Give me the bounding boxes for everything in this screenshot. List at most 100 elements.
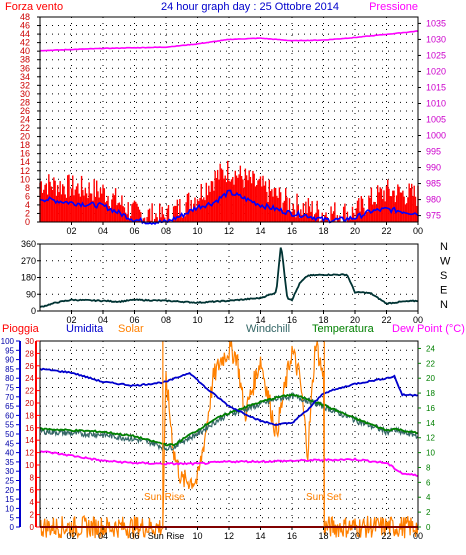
wind-y-tick-label: 2 <box>25 208 30 218</box>
rain-y-tick-label: 10 <box>25 461 34 470</box>
legend-solar: Solar <box>118 323 144 335</box>
sunrise-annotation: Sun Rise <box>144 492 185 503</box>
rain-y-tick-label: 20 <box>25 399 34 408</box>
temperature-y-tick-label: 8 <box>426 463 431 472</box>
time-x-tick-label: 16 <box>287 315 297 325</box>
humidity-y-tick-label: 65 <box>5 402 14 411</box>
wind-y-tick-label: 42 <box>20 38 30 48</box>
wind-y-tick-label: 14 <box>20 157 30 167</box>
pressure-y-tick-label: 1015 <box>426 82 446 92</box>
time-x-tick-label: Sun Rise <box>148 531 185 541</box>
rain-y-tick-label: 28 <box>25 349 34 358</box>
wind-y-tick-label: 40 <box>20 46 30 56</box>
wind-y-tick-label: 38 <box>20 55 30 65</box>
pressure-y-tick-label: 1035 <box>426 18 446 28</box>
time-x-tick-label: 22 <box>381 531 391 541</box>
wind-y-tick-label: 48 <box>20 12 30 22</box>
pressure-y-tick-label: 1000 <box>426 131 446 141</box>
legend-temperatura: Temperatura <box>312 323 375 335</box>
time-x-tick-label: 12 <box>224 531 234 541</box>
temperature-y-tick-label: 16 <box>426 404 435 413</box>
time-x-tick-label: 04 <box>98 531 108 541</box>
wind-y-tick-label: 36 <box>20 63 30 73</box>
time-x-tick-label: 20 <box>350 315 360 325</box>
wind-y-tick-label: 24 <box>20 115 30 125</box>
temperature-y-tick-label: 4 <box>426 493 431 502</box>
wind-pressure-panel: 0246810121416182022242628303234363840424… <box>20 12 446 236</box>
time-x-tick-label: 14 <box>255 226 265 236</box>
wind-y-tick-label: 28 <box>20 97 30 107</box>
wind-y-tick-label: 6 <box>25 191 30 201</box>
time-x-tick-label: 00 <box>413 226 423 236</box>
humidity-y-tick-label: 95 <box>5 346 14 355</box>
pressure-y-tick-label: 985 <box>426 179 441 189</box>
chart-title: 24 hour graph day : 25 Ottobre 2014 <box>161 1 339 13</box>
humidity-y-tick-label: 80 <box>5 374 14 383</box>
rain-y-tick-label: 22 <box>25 387 34 396</box>
rain-y-tick-label: 8 <box>30 473 35 482</box>
pressure-y-tick-label: 1025 <box>426 50 446 60</box>
humidity-y-tick-label: 45 <box>5 439 14 448</box>
time-x-tick-label: 14 <box>255 531 265 541</box>
time-x-tick-label: 06 <box>129 531 139 541</box>
humidity-y-tick-label: 30 <box>5 467 14 476</box>
humidity-y-tick-label: 70 <box>5 393 14 402</box>
rain-y-tick-label: 2 <box>30 511 35 520</box>
wind-y-tick-label: 0 <box>25 217 30 227</box>
wind-y-tick-label: 16 <box>20 149 30 159</box>
time-x-tick-label: 16 <box>287 226 297 236</box>
wind-y-tick-label: 4 <box>25 200 30 210</box>
time-x-tick-label: 12 <box>224 315 234 325</box>
wind-y-tick-label: 44 <box>20 29 30 39</box>
time-x-tick-label: 20 <box>350 226 360 236</box>
pressure-y-tick-label: 995 <box>426 147 441 157</box>
time-x-tick-label: 06 <box>129 315 139 325</box>
dewpoint-line <box>39 450 419 477</box>
temperature-y-tick-label: 0 <box>426 523 431 532</box>
rain-y-tick-label: 18 <box>25 411 34 420</box>
temperature-y-tick-label: 18 <box>426 389 435 398</box>
time-x-tick-label: 10 <box>192 315 202 325</box>
humidity-y-tick-label: 5 <box>10 514 15 523</box>
wind-y-tick-label: 32 <box>20 80 30 90</box>
humidity-y-tick-label: 100 <box>1 337 15 346</box>
time-x-tick-label: 18 <box>318 531 328 541</box>
temperature-y-tick-label: 12 <box>426 434 435 443</box>
wind-axis-title: Forza vento <box>5 1 63 13</box>
time-x-tick-label: 04 <box>98 315 108 325</box>
rain-y-tick-label: 14 <box>25 436 34 445</box>
time-x-tick-label: 16 <box>287 531 297 541</box>
time-x-tick-label: 02 <box>66 531 76 541</box>
time-x-tick-label: 18 <box>318 226 328 236</box>
time-x-tick-label: 10 <box>192 226 202 236</box>
humidity-y-tick-label: 55 <box>5 421 14 430</box>
temperature-y-tick-label: 14 <box>426 419 435 428</box>
wind-y-tick-label: 8 <box>25 183 30 193</box>
time-x-tick-label: 08 <box>161 226 171 236</box>
time-x-tick-label: 20 <box>350 531 360 541</box>
temperature-y-tick-label: 22 <box>426 359 435 368</box>
wind-y-tick-label: 12 <box>20 166 30 176</box>
compass-label: N <box>440 241 448 253</box>
humidity-y-tick-label: 75 <box>5 384 14 393</box>
time-x-tick-label: 02 <box>66 315 76 325</box>
time-x-tick-label: 04 <box>98 226 108 236</box>
compass-label: E <box>440 285 447 297</box>
time-x-tick-label: 18 <box>318 315 328 325</box>
legend-dewpoint: Dew Point (°C) <box>392 323 465 335</box>
time-x-tick-label: 22 <box>381 226 391 236</box>
humidity-y-tick-label: 60 <box>5 411 14 420</box>
time-x-tick-label: 22 <box>381 315 391 325</box>
time-x-tick-label: 00 <box>413 315 423 325</box>
rain-y-tick-label: 4 <box>30 498 35 507</box>
wind-average-line <box>39 189 419 226</box>
wind-y-tick-label: 30 <box>20 89 30 99</box>
direction-y-tick-label: 360 <box>21 239 36 249</box>
legend-pioggia: Pioggia <box>2 323 40 335</box>
humidity-y-tick-label: 90 <box>5 356 14 365</box>
pressure-y-tick-label: 990 <box>426 163 441 173</box>
wind-y-tick-label: 22 <box>20 123 30 133</box>
